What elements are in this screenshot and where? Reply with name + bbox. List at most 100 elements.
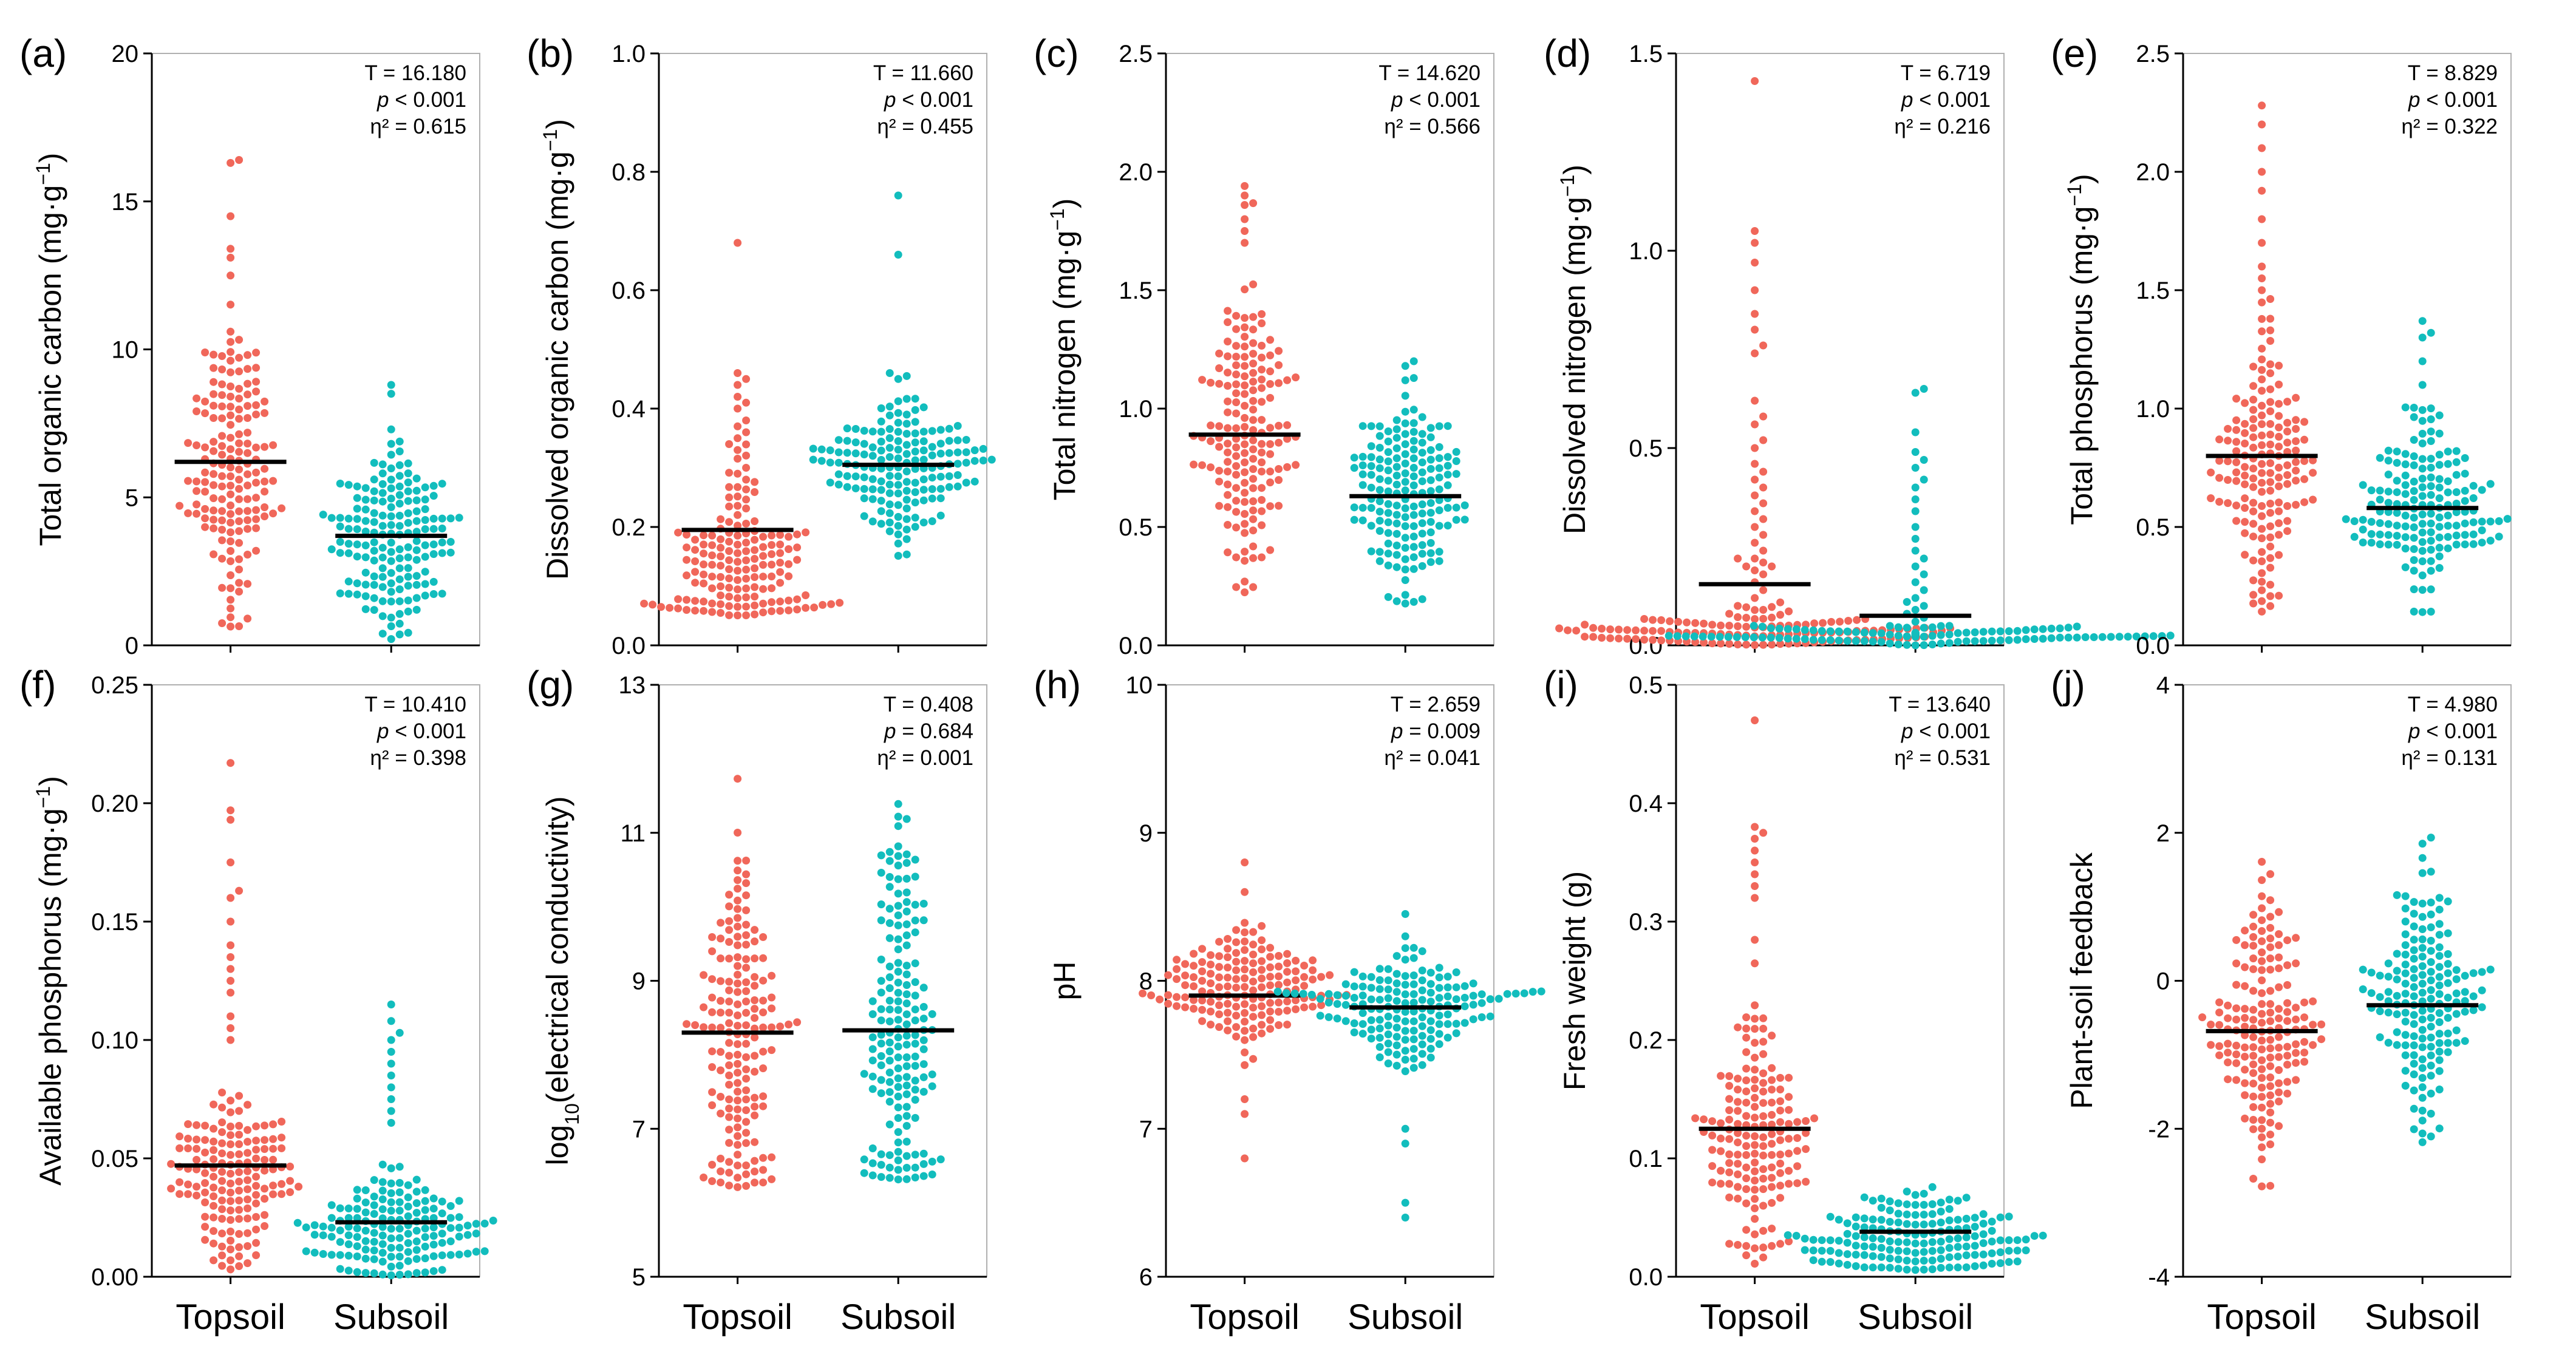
data-point-subsoil	[868, 997, 877, 1005]
data-point-subsoil	[868, 495, 877, 503]
data-point-subsoil	[370, 1237, 378, 1246]
data-point-topsoil	[1768, 1150, 1776, 1159]
data-point-subsoil	[395, 1198, 404, 1206]
data-point-topsoil	[2283, 999, 2292, 1007]
data-point-subsoil	[2410, 992, 2418, 1001]
data-point-topsoil	[2266, 1082, 2275, 1090]
data-point-topsoil	[1751, 1177, 1759, 1184]
data-point-topsoil	[708, 573, 717, 581]
data-point-topsoil	[759, 543, 768, 551]
data-point-subsoil	[1954, 1252, 1962, 1261]
data-point-topsoil	[2241, 1079, 2249, 1087]
data-point-subsoil	[1486, 1012, 1494, 1021]
data-point-subsoil	[1962, 637, 1971, 645]
data-point-subsoil	[860, 512, 868, 520]
data-point-subsoil	[455, 1213, 463, 1222]
data-point-subsoil	[2461, 997, 2469, 1005]
data-point-topsoil	[1173, 956, 1181, 964]
data-point-subsoil	[979, 457, 987, 464]
data-point-topsoil	[734, 866, 742, 875]
data-point-subsoil	[2486, 517, 2495, 526]
y-tick-label: 1.5	[1119, 277, 1153, 304]
data-point-topsoil	[1241, 888, 1249, 896]
data-point-topsoil	[218, 380, 227, 389]
data-point-topsoil	[1589, 633, 1598, 641]
data-point-topsoil	[751, 1033, 759, 1042]
data-point-subsoil	[438, 525, 446, 532]
data-point-topsoil	[2249, 1069, 2258, 1077]
data-point-subsoil	[1401, 534, 1409, 542]
data-point-topsoil	[1606, 625, 1615, 634]
data-point-topsoil	[725, 954, 734, 963]
data-point-subsoil	[2410, 936, 2418, 944]
data-point-subsoil	[421, 591, 429, 600]
data-point-subsoil	[395, 1206, 404, 1215]
data-point-topsoil	[218, 526, 227, 534]
data-point-topsoil	[252, 1154, 261, 1163]
data-point-subsoil	[2418, 528, 2427, 537]
data-point-topsoil	[1768, 1086, 1776, 1094]
data-point-topsoil	[2266, 896, 2275, 905]
data-point-topsoil	[2266, 1036, 2275, 1044]
y-axis-title: pH	[1048, 962, 1082, 1001]
data-point-subsoil	[1367, 973, 1375, 981]
data-point-topsoil	[269, 477, 278, 485]
data-point-topsoil	[742, 440, 751, 449]
data-point-subsoil	[1401, 407, 1409, 416]
data-point-topsoil	[227, 815, 235, 824]
data-point-topsoil	[2249, 464, 2258, 473]
data-point-subsoil	[2401, 917, 2410, 926]
data-point-subsoil	[2098, 633, 2107, 641]
data-point-subsoil	[860, 484, 868, 493]
data-point-topsoil	[2241, 494, 2249, 503]
data-point-subsoil	[2435, 429, 2444, 438]
data-point-topsoil	[218, 1089, 227, 1096]
data-point-topsoil	[218, 442, 227, 450]
data-point-subsoil	[2367, 539, 2376, 547]
data-point-subsoil	[412, 594, 421, 602]
data-point-topsoil	[742, 593, 751, 602]
data-point-topsoil	[252, 1199, 261, 1208]
data-point-topsoil	[785, 572, 793, 580]
data-point-topsoil	[227, 356, 235, 365]
data-point-topsoil	[1751, 1103, 1759, 1111]
data-point-topsoil	[1215, 379, 1224, 388]
data-point-topsoil	[201, 514, 210, 523]
data-point-topsoil	[768, 993, 776, 1002]
data-point-topsoil	[184, 1135, 193, 1143]
data-point-subsoil	[2427, 519, 2435, 528]
data-point-subsoil	[353, 552, 361, 561]
data-point-topsoil	[269, 1144, 278, 1153]
data-point-subsoil	[1852, 1251, 1860, 1259]
data-point-subsoil	[851, 484, 860, 492]
data-point-subsoil	[1945, 630, 1954, 639]
data-point-subsoil	[2393, 532, 2401, 540]
data-point-topsoil	[286, 1177, 295, 1185]
data-point-topsoil	[1275, 465, 1283, 473]
data-point-subsoil	[2418, 474, 2427, 483]
data-point-topsoil	[742, 451, 751, 460]
data-point-topsoil	[1759, 1024, 1768, 1033]
data-point-subsoil	[336, 1238, 344, 1246]
data-point-topsoil	[1275, 501, 1283, 510]
data-point-subsoil	[1911, 562, 1920, 571]
data-point-subsoil	[412, 537, 421, 545]
data-point-topsoil	[725, 1052, 734, 1060]
data-point-subsoil	[412, 572, 421, 580]
data-point-subsoil	[1988, 1237, 1996, 1246]
data-point-subsoil	[1384, 509, 1392, 517]
data-point-subsoil	[911, 1150, 919, 1159]
data-point-subsoil	[843, 437, 851, 445]
data-point-subsoil	[387, 390, 395, 398]
data-point-topsoil	[193, 394, 201, 403]
data-point-topsoil	[244, 580, 252, 588]
data-point-subsoil	[2418, 464, 2427, 473]
data-point-topsoil	[1785, 1237, 1793, 1246]
data-point-subsoil	[1928, 1238, 1937, 1246]
data-point-topsoil	[1241, 489, 1249, 497]
data-point-topsoil	[1224, 503, 1232, 511]
data-point-subsoil	[868, 1085, 877, 1093]
data-point-topsoil	[2249, 415, 2258, 423]
data-point-topsoil	[2309, 997, 2317, 1005]
